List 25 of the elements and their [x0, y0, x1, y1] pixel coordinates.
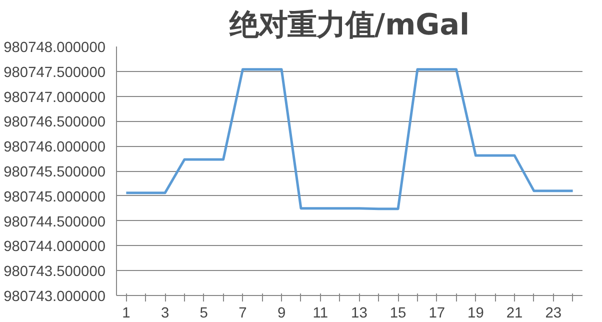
x-tick-label: 15: [390, 306, 406, 322]
x-tick-label: 19: [468, 306, 484, 322]
y-tick-label: 980743.000000: [4, 289, 106, 305]
y-tick-label: 980745.000000: [4, 189, 106, 206]
x-tick-label: 17: [428, 306, 446, 322]
y-tick-label: 980744.000000: [4, 239, 106, 256]
x-tick-label: 7: [238, 306, 247, 322]
x-tick-label: 11: [312, 306, 328, 322]
y-tick-label: 980745.500000: [4, 164, 106, 180]
y-tick-label: 980744.500000: [4, 214, 106, 230]
y-tick-label: 980747.500000: [4, 64, 106, 81]
y-tick-label: 980747.000000: [4, 90, 106, 106]
x-tick-label: 23: [545, 306, 562, 322]
y-tick-label: 980746.500000: [4, 114, 106, 131]
x-tick-label: 13: [351, 306, 368, 322]
line-series: [124, 68, 574, 210]
x-tick-label: 9: [277, 306, 286, 322]
y-tick-label: 980743.500000: [4, 264, 106, 280]
x-tick-label: 3: [160, 306, 170, 322]
x-tick-label: 1: [122, 306, 130, 322]
chart-title: 绝对重力值/mGal: [228, 8, 470, 42]
x-tick-label: 21: [506, 306, 523, 322]
y-tick-label: 980746.000000: [4, 140, 106, 156]
x-tick-label: 5: [200, 306, 208, 322]
y-tick-label: 980748.000000: [4, 40, 106, 56]
